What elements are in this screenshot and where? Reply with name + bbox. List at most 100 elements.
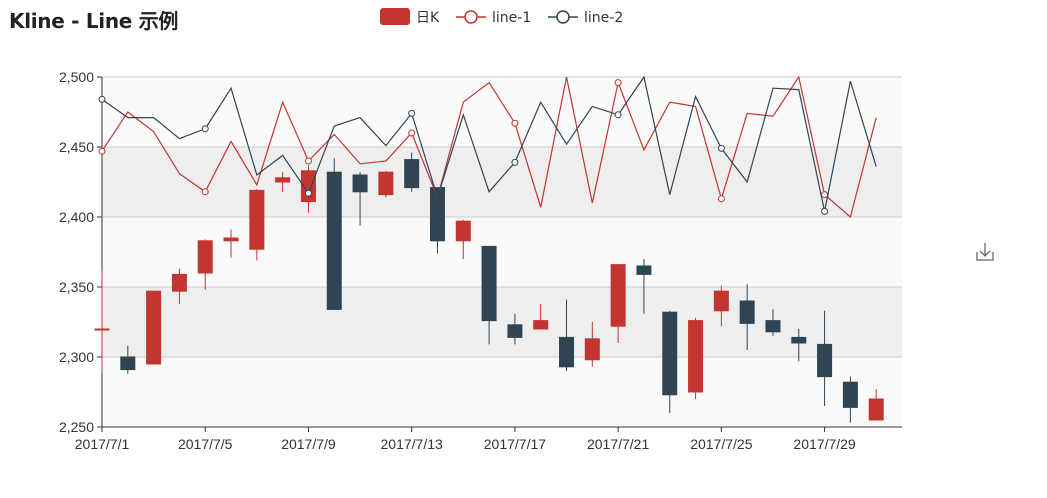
candle-body[interactable] bbox=[791, 336, 807, 344]
y-tick-label: 2,400 bbox=[59, 209, 94, 225]
line-2-point[interactable] bbox=[304, 189, 312, 197]
candle-body[interactable] bbox=[120, 356, 136, 371]
candlestick[interactable] bbox=[94, 270, 110, 374]
grid-band bbox=[102, 357, 902, 427]
line-1-point[interactable] bbox=[304, 157, 312, 165]
candle-body[interactable] bbox=[765, 320, 781, 333]
x-tick-label: 2017/7/21 bbox=[587, 436, 649, 452]
candlestick[interactable] bbox=[404, 152, 420, 192]
line-2-point[interactable] bbox=[201, 125, 209, 133]
candle-body[interactable] bbox=[146, 290, 162, 365]
candle-body[interactable] bbox=[378, 171, 394, 196]
line-series[interactable] bbox=[98, 75, 877, 219]
candlestick[interactable] bbox=[662, 310, 678, 413]
candle-body[interactable] bbox=[326, 171, 342, 310]
legend-item[interactable]: 日K bbox=[380, 8, 440, 26]
x-tick-label: 2017/7/1 bbox=[75, 436, 130, 452]
candle-body[interactable] bbox=[507, 324, 523, 338]
candlestick[interactable] bbox=[739, 284, 755, 350]
candle-body[interactable] bbox=[275, 177, 291, 183]
candle-body[interactable] bbox=[300, 170, 316, 203]
candle-body[interactable] bbox=[352, 174, 368, 193]
download-icon[interactable] bbox=[974, 241, 996, 263]
candle-body[interactable] bbox=[662, 311, 678, 396]
candlestick[interactable] bbox=[868, 389, 884, 421]
legend-item[interactable]: line-2 bbox=[548, 10, 623, 26]
line-1-point[interactable] bbox=[614, 79, 622, 87]
candlestick-series[interactable] bbox=[94, 152, 884, 423]
candle-body[interactable] bbox=[559, 336, 575, 368]
line-1-point[interactable] bbox=[821, 191, 829, 199]
line-2-point[interactable] bbox=[408, 109, 416, 117]
candlestick[interactable] bbox=[636, 259, 652, 314]
legend-label: line-2 bbox=[584, 10, 623, 26]
candle-body[interactable] bbox=[429, 187, 445, 242]
candlestick[interactable] bbox=[842, 376, 858, 423]
legend-swatch bbox=[380, 8, 410, 25]
candlestick[interactable] bbox=[352, 172, 368, 226]
line-2-point[interactable] bbox=[98, 95, 106, 103]
candle-body[interactable] bbox=[249, 189, 265, 250]
candlestick[interactable] bbox=[713, 285, 729, 327]
candle-body[interactable] bbox=[94, 328, 110, 331]
candle-body[interactable] bbox=[713, 290, 729, 312]
candle-body[interactable] bbox=[481, 245, 497, 322]
line-2-point[interactable] bbox=[821, 207, 829, 215]
candlestick[interactable] bbox=[688, 317, 704, 399]
legend-marker bbox=[556, 10, 570, 24]
line-1-point[interactable] bbox=[98, 147, 106, 155]
candle-body[interactable] bbox=[610, 264, 626, 327]
line-2-point[interactable] bbox=[614, 111, 622, 119]
candle-body[interactable] bbox=[868, 398, 884, 421]
candlestick[interactable] bbox=[171, 268, 187, 304]
candlestick[interactable] bbox=[765, 309, 781, 336]
candlestick[interactable] bbox=[326, 158, 342, 310]
candle-body[interactable] bbox=[533, 320, 549, 330]
candle-body[interactable] bbox=[171, 273, 187, 292]
candlestick[interactable] bbox=[610, 264, 626, 343]
candle-body[interactable] bbox=[197, 240, 213, 274]
candle-body[interactable] bbox=[636, 265, 652, 275]
y-tick-label: 2,350 bbox=[59, 279, 94, 295]
candlestick[interactable] bbox=[223, 229, 239, 258]
x-tick-label: 2017/7/5 bbox=[178, 436, 233, 452]
candle-body[interactable] bbox=[688, 320, 704, 393]
line-1-point[interactable] bbox=[717, 195, 725, 203]
line-1-point[interactable] bbox=[408, 129, 416, 137]
candlestick[interactable] bbox=[481, 245, 497, 345]
x-tick-label: 2017/7/17 bbox=[484, 436, 546, 452]
candlestick[interactable] bbox=[559, 299, 575, 371]
legend-marker bbox=[464, 10, 478, 24]
candle-body[interactable] bbox=[223, 237, 239, 242]
line-2-path[interactable] bbox=[101, 75, 877, 212]
candlestick[interactable] bbox=[455, 219, 471, 259]
x-tick-label: 2017/7/25 bbox=[690, 436, 752, 452]
candlestick[interactable] bbox=[584, 322, 600, 367]
candle-body[interactable] bbox=[404, 159, 420, 189]
candlestick[interactable] bbox=[275, 172, 291, 192]
legend[interactable]: 日K line-1 line-2 bbox=[380, 8, 623, 26]
line-1-point[interactable] bbox=[201, 188, 209, 196]
candlestick[interactable] bbox=[378, 170, 394, 198]
candlestick[interactable] bbox=[300, 165, 316, 213]
legend-label: 日K bbox=[416, 10, 440, 26]
candlestick[interactable] bbox=[791, 329, 807, 362]
candlestick[interactable] bbox=[507, 313, 523, 345]
candle-body[interactable] bbox=[817, 343, 833, 378]
line-1-path[interactable] bbox=[101, 75, 877, 219]
candle-body[interactable] bbox=[584, 338, 600, 361]
line-2-point[interactable] bbox=[717, 144, 725, 152]
candlestick[interactable] bbox=[817, 310, 833, 406]
legend-item[interactable]: line-1 bbox=[456, 10, 531, 26]
candle-body[interactable] bbox=[842, 381, 858, 408]
candle-body[interactable] bbox=[455, 220, 471, 242]
candle-body[interactable] bbox=[739, 300, 755, 324]
candlestick[interactable] bbox=[197, 239, 213, 290]
candlestick[interactable] bbox=[533, 303, 549, 330]
candlestick[interactable] bbox=[120, 345, 136, 374]
line-2-point[interactable] bbox=[511, 158, 519, 166]
candlestick[interactable] bbox=[146, 290, 162, 365]
line-1-point[interactable] bbox=[511, 119, 519, 127]
candlestick[interactable] bbox=[249, 189, 265, 261]
